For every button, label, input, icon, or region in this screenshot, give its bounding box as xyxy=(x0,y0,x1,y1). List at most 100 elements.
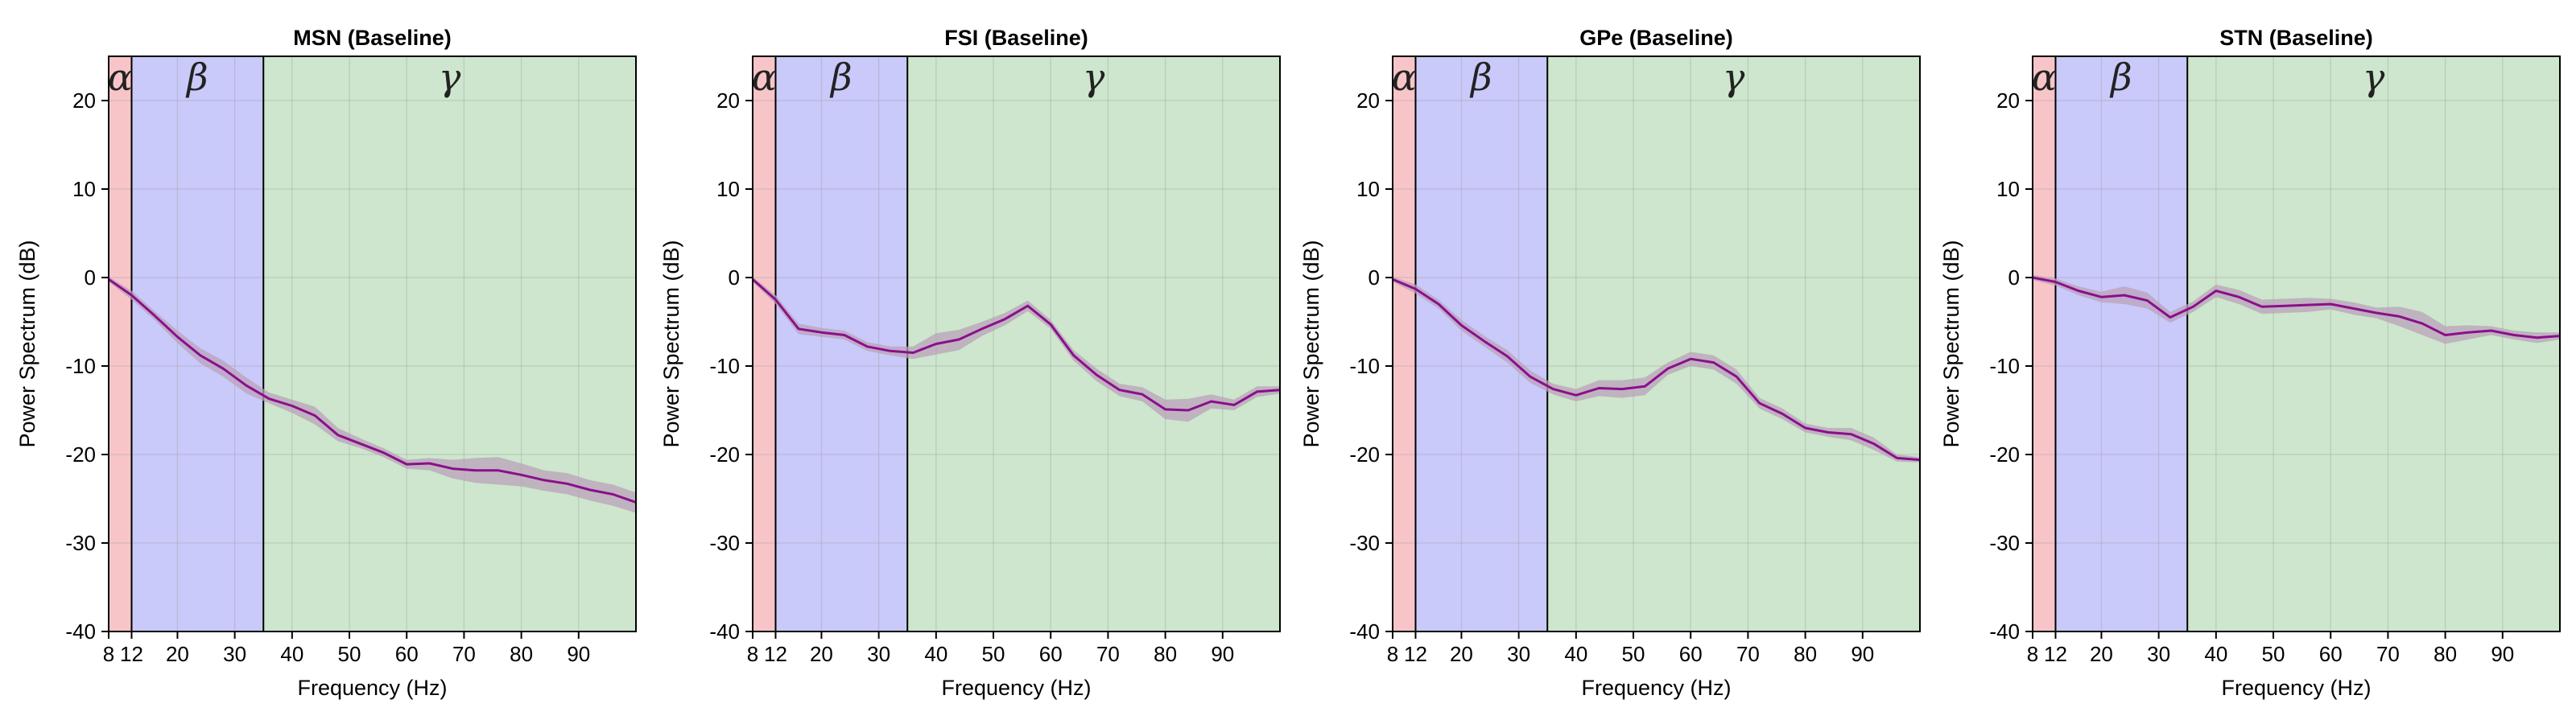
plot-frame xyxy=(1392,56,1921,632)
band-label: α xyxy=(1392,56,1417,99)
y-tick-label: -40 xyxy=(1989,619,2020,644)
y-tick-label: -40 xyxy=(65,619,96,644)
chart-title: GPe (Baseline) xyxy=(1579,26,1733,50)
y-tick-label: 10 xyxy=(716,177,740,201)
y-axis-label: Power Spectrum (dB) xyxy=(1939,240,1963,447)
x-tick-label: 12 xyxy=(764,642,787,666)
band-region xyxy=(263,56,636,631)
plot-frame xyxy=(2032,56,2561,632)
plot-frame xyxy=(108,56,637,632)
y-tick-label: -10 xyxy=(1349,354,1380,378)
y-tick-label: 10 xyxy=(1356,177,1380,201)
x-tick-label: 20 xyxy=(810,642,833,666)
chart-title: STN (Baseline) xyxy=(2219,26,2373,50)
y-tick-label: 20 xyxy=(716,88,740,113)
y-tick-label: -20 xyxy=(65,442,96,467)
x-tick-label: 30 xyxy=(2147,642,2170,666)
band-label: α xyxy=(752,56,777,99)
x-tick-label: 90 xyxy=(567,642,590,666)
x-tick-label: 70 xyxy=(2376,642,2400,666)
x-tick-label: 12 xyxy=(120,642,143,666)
y-tick-label: -20 xyxy=(1989,442,2020,467)
x-tick-label: 30 xyxy=(1507,642,1530,666)
band-label: γ xyxy=(2363,56,2385,99)
series-line xyxy=(2032,276,2561,339)
band-region xyxy=(2187,56,2560,631)
band-label: γ xyxy=(439,56,461,99)
x-tick-label: 12 xyxy=(1404,642,1427,666)
y-tick-label: -30 xyxy=(1989,531,2020,555)
y-tick-label: -10 xyxy=(65,354,96,378)
x-axis-label: Frequency (Hz) xyxy=(2221,676,2371,700)
x-tick-label: 90 xyxy=(1211,642,1234,666)
band-region xyxy=(2033,56,2056,631)
x-tick-label: 70 xyxy=(452,642,476,666)
x-tick-label: 8 xyxy=(103,642,114,666)
y-tick-label: 10 xyxy=(72,177,96,201)
x-tick-label: 60 xyxy=(2319,642,2343,666)
x-tick-label: 20 xyxy=(1450,642,1473,666)
x-tick-label: 80 xyxy=(1154,642,1177,666)
band-label: β xyxy=(829,56,852,99)
band-label: β xyxy=(185,56,208,99)
band-region xyxy=(775,56,908,631)
x-tick-label: 20 xyxy=(166,642,189,666)
x-tick-label: 40 xyxy=(924,642,947,666)
x-tick-label: 50 xyxy=(1622,642,1645,666)
x-tick-label: 8 xyxy=(747,642,758,666)
x-tick-label: 20 xyxy=(2090,642,2113,666)
series-line xyxy=(1392,278,1921,462)
plot-frame xyxy=(752,56,1281,632)
x-tick-label: 80 xyxy=(510,642,533,666)
y-axis-label: Power Spectrum (dB) xyxy=(15,240,39,447)
x-tick-label: 60 xyxy=(1039,642,1063,666)
y-tick-label: -40 xyxy=(1349,619,1380,644)
y-tick-label: -10 xyxy=(709,354,740,378)
chart-panel-3: α β γ 8 12 20 30 40 50 60 70 80 90 -40 -30 -20 -10 0 10 20 G… xyxy=(1299,26,1921,700)
band-label: γ xyxy=(1083,56,1105,99)
y-tick-label: -30 xyxy=(1349,531,1380,555)
y-tick-label: 0 xyxy=(2008,265,2020,290)
x-tick-label: 40 xyxy=(1564,642,1587,666)
band-label: γ xyxy=(1723,56,1745,99)
y-tick-label: 20 xyxy=(1356,88,1380,113)
band-label: α xyxy=(108,56,133,99)
band-region xyxy=(907,56,1280,631)
chart-title: MSN (Baseline) xyxy=(293,26,452,50)
y-tick-label: 0 xyxy=(1368,265,1380,290)
y-axis-label: Power Spectrum (dB) xyxy=(1299,240,1323,447)
x-tick-label: 50 xyxy=(338,642,361,666)
y-tick-label: -10 xyxy=(1989,354,2020,378)
band-region xyxy=(109,56,132,631)
y-axis-label: Power Spectrum (dB) xyxy=(659,240,683,447)
x-tick-label: 30 xyxy=(223,642,246,666)
band-region xyxy=(131,56,264,631)
x-tick-label: 80 xyxy=(1794,642,1817,666)
band-label: β xyxy=(2109,56,2132,99)
band-region xyxy=(753,56,776,631)
band-region xyxy=(1393,56,1416,631)
x-tick-label: 70 xyxy=(1096,642,1120,666)
band-label: α xyxy=(2032,56,2057,99)
chart-panel-4: α β γ 8 12 20 30 40 50 60 70 80 90 -40 -30 -20 -10 0 10 20 S… xyxy=(1939,26,2561,700)
y-tick-label: -20 xyxy=(1349,442,1380,467)
y-tick-label: 0 xyxy=(729,265,740,290)
x-tick-label: 60 xyxy=(1679,642,1703,666)
y-tick-label: 20 xyxy=(72,88,96,113)
y-tick-label: 10 xyxy=(1996,177,2020,201)
y-tick-label: -20 xyxy=(709,442,740,467)
series-line xyxy=(752,278,1281,412)
x-axis-label: Frequency (Hz) xyxy=(1581,676,1731,700)
band-label: β xyxy=(1469,56,1492,99)
chart-panel-1: α β γ 8 12 20 30 40 50 60 70 80 90 -40 -30 -20 -10 0 10 20 M… xyxy=(15,26,637,700)
x-tick-label: 12 xyxy=(2044,642,2067,666)
x-tick-label: 70 xyxy=(1736,642,1760,666)
y-tick-label: -30 xyxy=(65,531,96,555)
series-line xyxy=(108,278,637,504)
x-axis-label: Frequency (Hz) xyxy=(297,676,447,700)
x-tick-label: 30 xyxy=(867,642,890,666)
x-tick-label: 50 xyxy=(2262,642,2285,666)
y-tick-label: 20 xyxy=(1996,88,2020,113)
x-tick-label: 80 xyxy=(2434,642,2457,666)
